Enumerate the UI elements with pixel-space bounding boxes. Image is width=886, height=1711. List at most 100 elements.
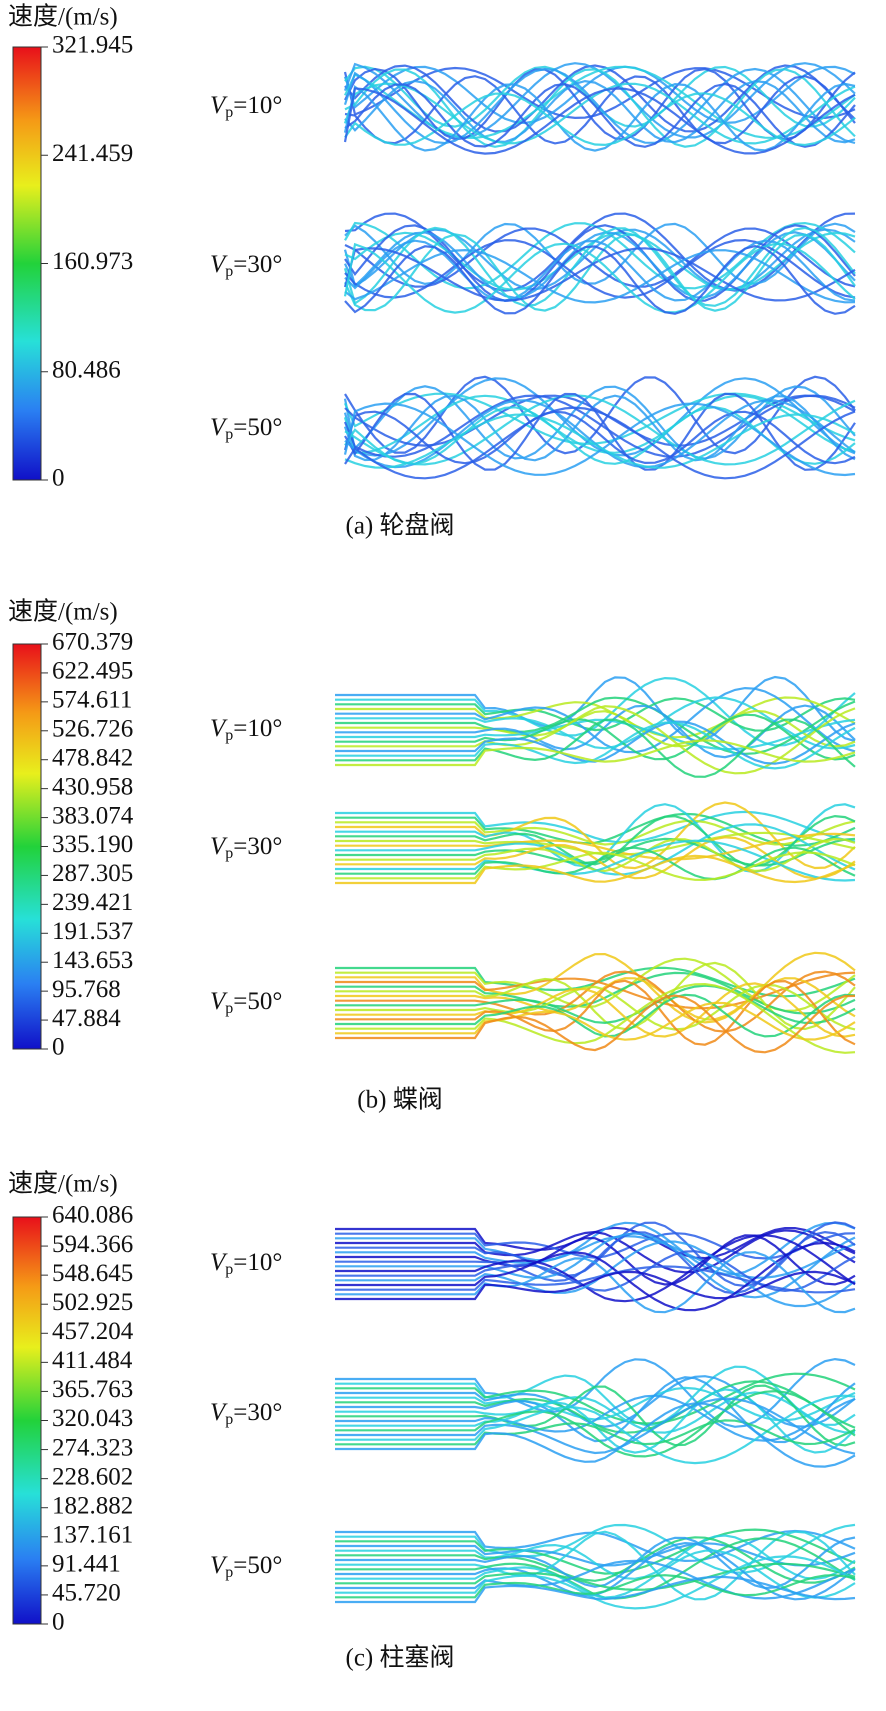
row-label-value: =10° [233,1249,282,1276]
row-label-value: =10° [233,92,282,119]
streamline [334,718,856,778]
streamline [343,231,856,299]
streamline [334,1523,856,1574]
colorbar-tick-label: 670.379 [52,629,133,656]
colorbar [12,1216,42,1625]
colorbar [12,46,42,481]
row-label-symbol: V [210,988,228,1015]
streamline [335,854,856,885]
streamline [335,1397,856,1455]
streamline [344,221,856,290]
caption: (a) 轮盘阀 [346,512,455,540]
streamline [343,82,856,152]
row-label-symbol: V [210,251,228,278]
streamline [334,846,856,881]
streamline [334,1389,856,1458]
colorbar-tick-label: 526.726 [52,716,133,743]
streamlines [334,801,856,885]
streamline [335,1270,856,1301]
streamline [335,739,856,767]
streamline [344,394,856,466]
colorbar-tick-label: 241.459 [52,140,133,167]
streamline [335,1241,856,1312]
streamline [344,92,856,147]
streamline [335,1402,856,1468]
row-label: Vp=50° [210,988,282,1017]
row-label-subscript: p [225,426,233,443]
streamline [334,832,856,861]
streamline [334,1549,856,1599]
colorbar-tick-label: 430.958 [52,773,133,800]
streamline [343,402,856,477]
streamline [343,65,856,125]
colorbar-tick-label: 274.323 [52,1434,133,1461]
streamline [334,1380,856,1434]
row-label-subscript: p [225,845,233,862]
streamline [343,247,856,302]
streamlines [334,951,856,1054]
row-label-subscript: p [225,1000,233,1017]
colorbar-tick-label: 0 [52,1034,65,1061]
streamline [335,1559,856,1600]
streamline [334,1391,856,1434]
row-label-value: =10° [233,715,282,742]
streamline [335,718,856,751]
streamline [335,696,856,756]
row-label-value: =30° [233,833,282,860]
streamlines [334,1221,856,1314]
row-label: Vp=30° [210,251,282,280]
colorbar-tick-label: 160.973 [52,248,133,275]
streamline [334,1384,856,1447]
streamline [334,713,856,761]
streamline [344,82,856,148]
streamline [334,721,856,770]
streamline [335,675,856,743]
streamline [334,970,856,1033]
colorbar-tick-label: 640.086 [52,1202,133,1229]
streamline [343,87,856,155]
streamline [334,1528,856,1575]
colorbar-tick-label: 594.366 [52,1231,133,1258]
colorbar-tick-label: 502.925 [52,1289,133,1316]
row-label-subscript: p [225,727,233,744]
colorbar-tick-label: 335.190 [52,831,133,858]
streamline [334,705,856,775]
streamline [334,1250,856,1293]
streamline [334,1265,856,1294]
colorbar-tick-label: 320.043 [52,1405,133,1432]
streamline [335,994,856,1054]
row-label-symbol: V [210,1399,228,1426]
row-label-symbol: V [210,1552,228,1579]
colorbar-tick-label: 457.204 [52,1318,134,1345]
colorbar-tick-label: 548.645 [52,1260,133,1287]
streamline [343,410,856,465]
streamline [344,244,856,315]
streamlines [334,1523,856,1610]
streamline [344,406,856,480]
streamline [335,1229,856,1274]
streamline [344,75,856,145]
streamline [344,413,856,469]
streamline [334,1001,856,1041]
colorbar-tick-label: 287.305 [52,860,133,887]
colorbar-title: 速度/(m/s) [8,3,118,31]
streamline [334,1372,856,1425]
colorbar-tick-label: 137.161 [52,1522,133,1549]
streamline [335,1394,856,1442]
streamline [344,392,856,471]
streamline [334,982,856,1038]
row-label: Vp=30° [210,1399,282,1428]
colorbar-tick-label: 47.884 [52,1005,121,1032]
row-label: Vp=10° [210,715,282,744]
streamline [334,1536,856,1584]
row-label: Vp=50° [210,414,282,443]
row-label-value: =50° [233,988,282,1015]
colorbar-tick-label: 411.484 [52,1347,133,1374]
streamlines [343,62,856,155]
streamline [334,1232,856,1299]
streamline [344,79,856,144]
colorbar-tick-label: 383.074 [52,802,134,829]
streamline [334,814,856,868]
streamline [334,1534,856,1581]
streamline [334,709,856,748]
